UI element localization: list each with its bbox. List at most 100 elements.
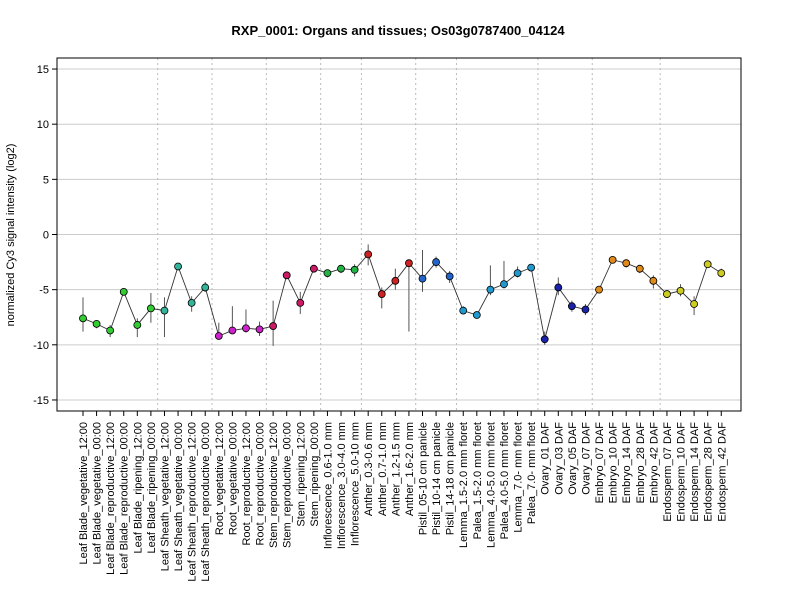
x-tick-label: Leaf Blade_ripening_00:00 [146, 422, 158, 554]
data-point [309, 264, 318, 273]
data-point [337, 264, 345, 273]
x-tick-label: Endosperm_28 DAF [703, 422, 715, 522]
y-tick-label: 5 [43, 174, 49, 186]
data-point [364, 250, 373, 259]
data-point [269, 322, 278, 330]
data-point [242, 324, 250, 333]
x-tick-label: Ovary_07 DAF [580, 422, 592, 495]
x-tick-label: Endosperm_10 DAF [676, 422, 688, 522]
x-tick-label: Endosperm_14 DAF [689, 422, 701, 522]
y-tick-label: 0 [43, 230, 49, 242]
x-tick-label: Lemma_4.0-5.0 mm floret [485, 422, 497, 548]
data-point [92, 319, 101, 328]
data-points [79, 250, 726, 344]
data-point [567, 302, 576, 311]
data-point [527, 263, 536, 272]
data-point [703, 260, 712, 269]
data-point [513, 269, 522, 278]
x-tick-label: Root_reproductive_00:00 [255, 422, 267, 546]
data-point [500, 280, 508, 289]
data-point [663, 290, 671, 298]
x-tick-label: Leaf Blade_ripening_12:00 [132, 422, 144, 554]
data-point [595, 285, 603, 294]
data-point [255, 325, 264, 334]
x-tick-label: Anther_1.2-1.5 mm [390, 422, 402, 516]
data-point [146, 304, 155, 313]
x-tick-label: Palea_4.0-5.0 mm floret [499, 422, 511, 539]
data-point [214, 332, 223, 340]
x-tick-label: Leaf Blade_reproductive_12:00 [105, 422, 117, 575]
x-tick-label: Stem_ripening_00:00 [309, 422, 321, 527]
x-tick-label: Anther_1.6-2.0 mm [404, 422, 416, 516]
x-tick-label: Embryo_42 DAF [648, 422, 660, 504]
x-tick-label: Stem_reproductive_00:00 [282, 422, 294, 548]
x-tick-label: Lemma_1.5-2.0 mm floret [458, 422, 470, 548]
x-tick-label: Leaf Blade_vegetative_12:00 [78, 422, 90, 565]
data-point [635, 264, 644, 273]
plot-frame [56, 57, 742, 412]
x-tick-label: Endosperm_07 DAF [662, 422, 674, 522]
x-tick-label: Palea_7.0- mm floret [526, 422, 538, 524]
data-point [540, 335, 549, 344]
x-tick-label: Palea_1.5-2.0 mm floret [472, 422, 484, 539]
data-point [187, 298, 196, 307]
data-point [391, 276, 400, 285]
data-point [133, 321, 142, 329]
data-point [106, 326, 115, 335]
x-tick-label: Leaf Blade_reproductive_00:00 [119, 422, 131, 575]
data-point [554, 283, 563, 292]
data-point [174, 262, 182, 271]
x-tick-label: Endosperm_42 DAF [716, 422, 728, 522]
x-tick-label: Embryo_28 DAF [635, 422, 647, 504]
data-point [228, 326, 237, 335]
data-point [350, 265, 359, 274]
data-point [459, 306, 468, 315]
x-tick-label: Pistil_14-18 cm panicle [445, 422, 457, 535]
x-tick-label: Anther_0.7-1.0 mm [377, 422, 389, 516]
data-point [472, 311, 481, 319]
x-tick-label: Ovary_01 DAF [540, 422, 552, 495]
data-point [676, 286, 685, 295]
x-tick-label: Embryo_07 DAF [594, 422, 606, 504]
x-tick-label: Root_vegetative_12:00 [214, 422, 226, 535]
data-point [445, 272, 454, 281]
data-point [581, 305, 590, 314]
data-point [282, 271, 291, 280]
data-point [486, 285, 495, 294]
x-tick-label: Root_vegetative_00:00 [227, 422, 239, 535]
y-tick-label: 15 [37, 64, 49, 76]
data-point [201, 283, 210, 292]
x-tick-label: Inflorescence_3.0-4.0 mm [336, 422, 348, 549]
data-point [377, 290, 386, 298]
x-tick-label: Anther_0.3-0.6 mm [363, 422, 375, 516]
x-tick-label: Lemma_7.0- mm floret [513, 422, 525, 533]
x-tick-label: Leaf Sheath_reproductive_00:00 [200, 422, 212, 582]
x-tick-label: Pistil_10-14 cm panicle [431, 422, 443, 535]
data-point [405, 259, 413, 268]
x-tick-label: Ovary_05 DAF [567, 422, 579, 495]
data-point [160, 306, 169, 315]
axes: -15 -10 -5 0 5 10 15 Leaf Blade_vegetative_12:0… [33, 64, 728, 582]
x-tick-label: Ovary_03 DAF [553, 422, 565, 495]
data-point [296, 298, 305, 307]
x-tick-label: Leaf Sheath_vegetative_00:00 [173, 422, 185, 571]
data-point [432, 258, 440, 266]
x-tick-label: Stem_ripening_12:00 [295, 422, 307, 527]
y-tick-label: 10 [37, 119, 49, 131]
x-tick-label: Embryo_14 DAF [621, 422, 633, 504]
data-point [119, 287, 128, 296]
x-tick-label: Stem_reproductive_12:00 [268, 422, 280, 548]
x-tick-label: Pistil_05-10 cm panicle [418, 422, 430, 535]
y-tick-label: -5 [39, 285, 49, 297]
grid [57, 58, 741, 411]
x-tick-label: Leaf Blade_vegetative_00:00 [92, 422, 104, 565]
y-tick-label: -15 [33, 395, 49, 407]
x-tick-label: Inflorescence_5.0-10 mm [350, 422, 362, 546]
x-tick-label: Leaf Sheath_reproductive_12:00 [187, 422, 199, 582]
data-point [79, 314, 87, 323]
x-tick-label: Inflorescence_0.6-1.0 mm [322, 422, 334, 549]
data-point [323, 269, 332, 278]
data-point [622, 259, 631, 268]
x-tick-label: Root_reproductive_12:00 [241, 422, 253, 546]
